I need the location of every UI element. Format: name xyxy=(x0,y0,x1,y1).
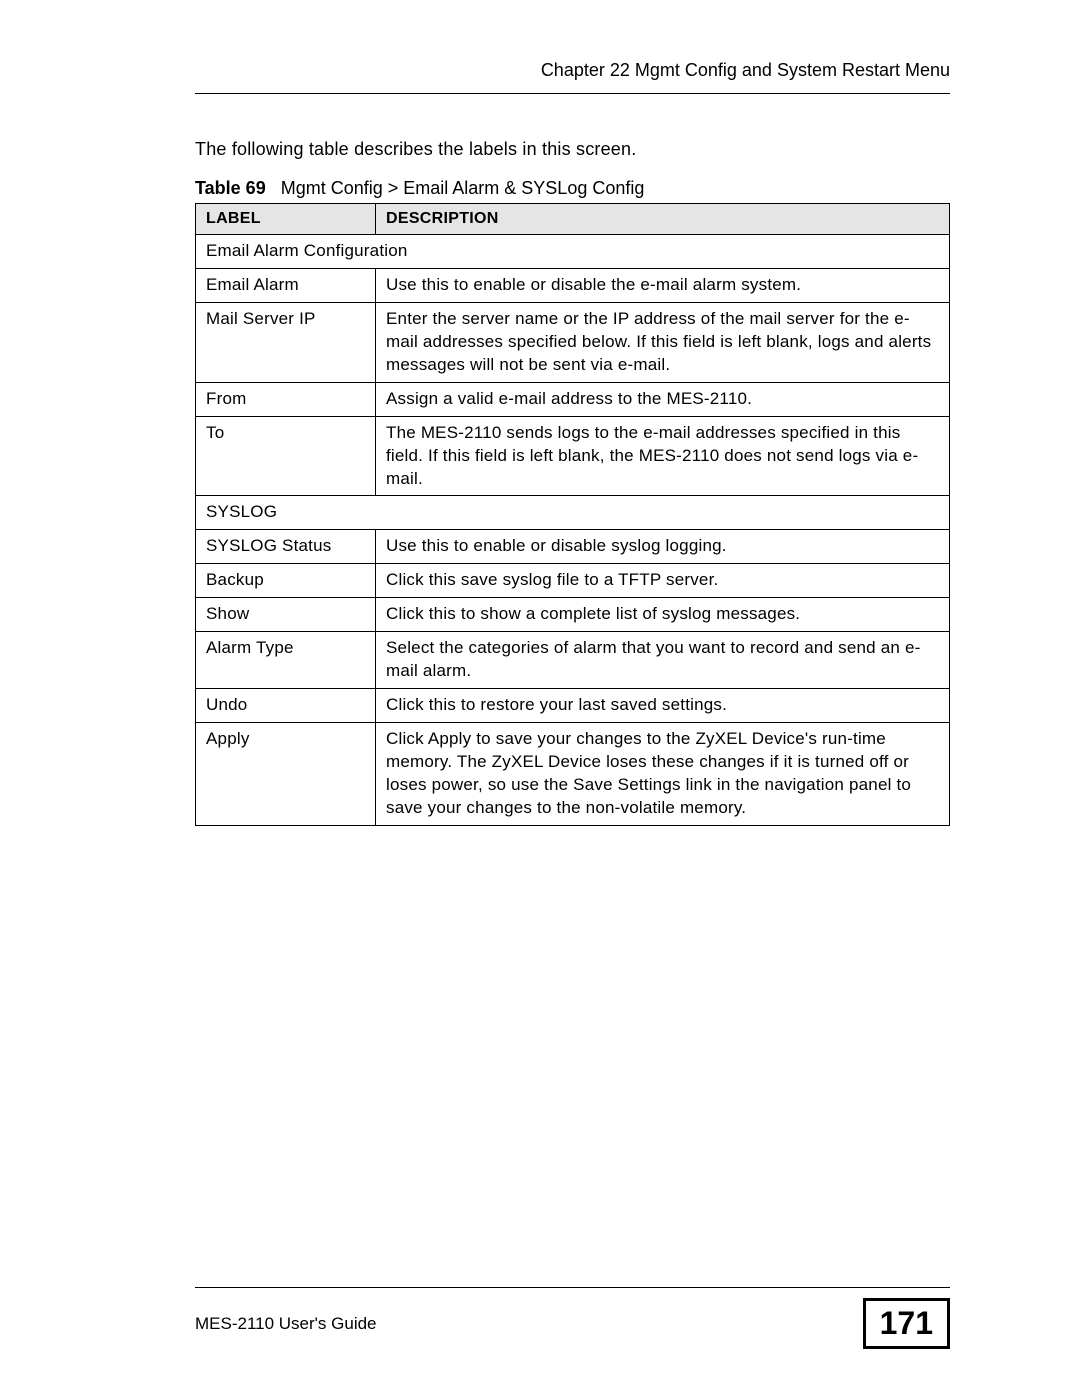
row-desc: Click this save syslog file to a TFTP se… xyxy=(376,564,950,598)
section-title: Email Alarm Configuration xyxy=(196,235,950,269)
row-label: Apply xyxy=(196,723,376,826)
table-section-row: Email Alarm Configuration xyxy=(196,235,950,269)
table-row: To The MES-2110 sends logs to the e-mail… xyxy=(196,416,950,496)
row-label: Undo xyxy=(196,689,376,723)
col-header-description: DESCRIPTION xyxy=(376,204,950,235)
page-footer: MES-2110 User's Guide 171 xyxy=(195,1287,950,1349)
page-header: Chapter 22 Mgmt Config and System Restar… xyxy=(195,60,950,94)
intro-paragraph: The following table describes the labels… xyxy=(195,139,950,160)
table-row: Mail Server IP Enter the server name or … xyxy=(196,302,950,382)
table-row: From Assign a valid e-mail address to th… xyxy=(196,382,950,416)
col-header-label: LABEL xyxy=(196,204,376,235)
table-caption-text: Mgmt Config > Email Alarm & SYSLog Confi… xyxy=(281,178,645,198)
footer-guide-text: MES-2110 User's Guide xyxy=(195,1314,377,1334)
table-row: Alarm Type Select the categories of alar… xyxy=(196,632,950,689)
table-row: SYSLOG Status Use this to enable or disa… xyxy=(196,530,950,564)
table-row: Undo Click this to restore your last sav… xyxy=(196,689,950,723)
page-number: 171 xyxy=(863,1298,950,1349)
row-desc: Enter the server name or the IP address … xyxy=(376,302,950,382)
row-label: From xyxy=(196,382,376,416)
row-desc: The MES-2110 sends logs to the e-mail ad… xyxy=(376,416,950,496)
row-desc: Assign a valid e-mail address to the MES… xyxy=(376,382,950,416)
table-caption: Table 69 Mgmt Config > Email Alarm & SYS… xyxy=(195,178,950,199)
row-label: Alarm Type xyxy=(196,632,376,689)
table-row: Show Click this to show a complete list … xyxy=(196,598,950,632)
row-desc: Click this to show a complete list of sy… xyxy=(376,598,950,632)
row-desc: Click Apply to save your changes to the … xyxy=(376,723,950,826)
page-container: Chapter 22 Mgmt Config and System Restar… xyxy=(0,0,1080,1397)
row-label: Email Alarm xyxy=(196,268,376,302)
row-desc: Click this to restore your last saved se… xyxy=(376,689,950,723)
table-number: Table 69 xyxy=(195,178,266,198)
table-section-row: SYSLOG xyxy=(196,496,950,530)
table-row: Backup Click this save syslog file to a … xyxy=(196,564,950,598)
chapter-title: Chapter 22 Mgmt Config and System Restar… xyxy=(541,60,950,80)
row-label: SYSLOG Status xyxy=(196,530,376,564)
row-desc: Use this to enable or disable the e-mail… xyxy=(376,268,950,302)
config-table: LABEL DESCRIPTION Email Alarm Configurat… xyxy=(195,203,950,826)
table-row: Apply Click Apply to save your changes t… xyxy=(196,723,950,826)
row-desc: Use this to enable or disable syslog log… xyxy=(376,530,950,564)
section-title: SYSLOG xyxy=(196,496,950,530)
row-desc: Select the categories of alarm that you … xyxy=(376,632,950,689)
row-label: Backup xyxy=(196,564,376,598)
row-label: Show xyxy=(196,598,376,632)
table-row: Email Alarm Use this to enable or disabl… xyxy=(196,268,950,302)
table-header-row: LABEL DESCRIPTION xyxy=(196,204,950,235)
row-label: To xyxy=(196,416,376,496)
row-label: Mail Server IP xyxy=(196,302,376,382)
